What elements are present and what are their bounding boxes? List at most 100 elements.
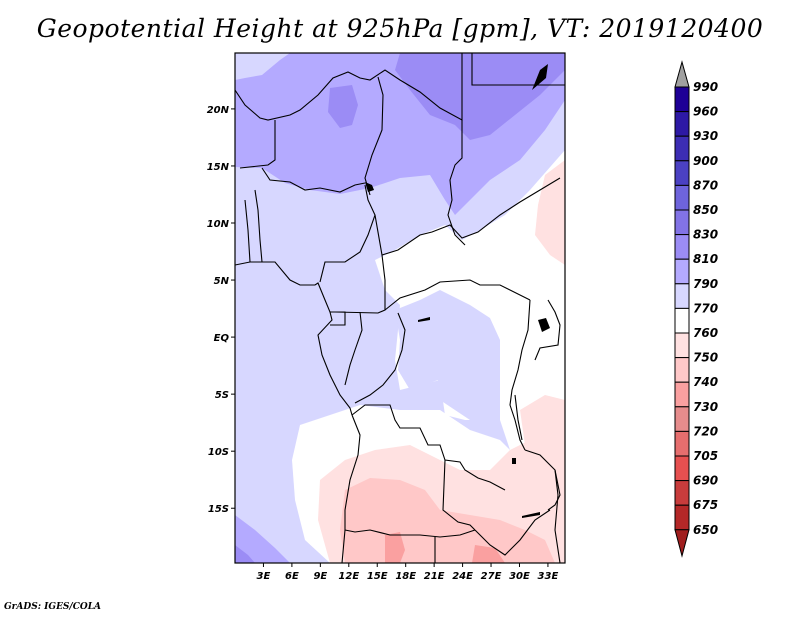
- map-fill-contours: [235, 53, 565, 563]
- x-tick-label: 12E: [338, 571, 359, 582]
- colorbar-box: [674, 332, 690, 359]
- contour-730-namibia: [385, 532, 405, 563]
- y-tick-label: EQ: [214, 333, 230, 344]
- chart-title: Geopotential Height at 925hPa [gpm], VT:…: [36, 14, 764, 43]
- nasser-lake: [532, 64, 548, 90]
- colorbar-label: 750: [693, 351, 718, 365]
- lake-mweru: [512, 458, 516, 464]
- colorbar-box: [674, 455, 690, 482]
- colorbar-label: 730: [693, 400, 718, 414]
- grads-credit: GrADS: IGES/COLA: [4, 602, 102, 612]
- lake-mai-ndombe: [418, 317, 430, 322]
- colorbar-label: 900: [693, 154, 718, 168]
- colorbar-box: [674, 283, 690, 309]
- colorbar-label: 720: [693, 424, 718, 438]
- colorbar-label: 675: [693, 498, 718, 512]
- colorbar-label: 870: [693, 178, 718, 192]
- border-niger-nigeria: [261, 167, 366, 193]
- colorbar-box: [674, 184, 690, 211]
- x-tick-label: 24E: [452, 571, 473, 582]
- colorbar-label: 740: [693, 375, 718, 389]
- colorbar-box: [674, 480, 690, 506]
- x-tick-label: 3E: [257, 571, 271, 582]
- x-tick-label: 6E: [285, 571, 299, 582]
- country-borders: [235, 53, 565, 563]
- y-tick-label: 10S: [208, 447, 229, 458]
- colorbar-label: 760: [693, 326, 718, 340]
- contour-810-southwest: [235, 515, 290, 563]
- y-tick-label: 10N: [207, 219, 230, 230]
- colorbar-box: [674, 111, 690, 137]
- y-tick-label: 5N: [214, 276, 230, 287]
- border-congo-drc: [354, 312, 406, 404]
- colorbar-label: 790: [693, 277, 718, 291]
- border-angola-drc: [351, 404, 506, 491]
- colorbar-box: [674, 234, 690, 260]
- colorbar-box: [674, 381, 690, 408]
- contour-750-east: [535, 160, 565, 265]
- border-lake-tanganyika: [514, 394, 523, 441]
- colorbar-box: [674, 209, 690, 236]
- colorbar-label: 850: [693, 203, 718, 217]
- border-drc-east: [509, 299, 531, 451]
- border-togo: [244, 199, 251, 263]
- border-niger-chad: [364, 76, 384, 196]
- x-tick-label: 30E: [509, 571, 530, 582]
- y-tick-label: 20N: [207, 105, 230, 116]
- border-uganda-kenya: [534, 299, 561, 361]
- contour-830-north: [395, 53, 565, 140]
- colorbar-box: [674, 307, 690, 334]
- colorbar-label: 810: [693, 252, 718, 266]
- colorbar-box: [674, 258, 690, 285]
- contour-810-northwest: [235, 53, 290, 80]
- y-tick-label: 15S: [208, 504, 229, 515]
- coast-angola: [341, 414, 361, 563]
- colorbar-label: 690: [693, 474, 718, 488]
- colorbar-box: [674, 504, 690, 531]
- contour-750-lakes: [520, 395, 565, 470]
- y-tick-label: 15N: [207, 162, 230, 173]
- border-tanzania: [524, 449, 561, 511]
- x-tick-label: 9E: [313, 571, 327, 582]
- colorbar-extend-top: [674, 60, 690, 88]
- x-tick-label: 15E: [367, 571, 388, 582]
- y-axis: 20N 15N 10N 5N EQ 5S 10S 15S: [207, 105, 235, 515]
- colorbar-label: 705: [693, 449, 718, 463]
- border-gabon: [330, 311, 346, 326]
- border-congo-gabon: [344, 311, 363, 386]
- coast-west-africa: [235, 261, 353, 416]
- colorbar-box: [674, 430, 690, 457]
- colorbar-label: 990: [693, 80, 718, 94]
- lake-victoria: [538, 318, 550, 332]
- border-nigeria-benin: [254, 189, 263, 263]
- colorbar-label: 960: [693, 105, 718, 119]
- contour-730-zambezi: [472, 545, 505, 563]
- colorbar-box: [674, 406, 690, 432]
- lake-chad: [365, 182, 374, 192]
- contour-790-congo: [395, 290, 500, 420]
- x-tick-label: 27E: [481, 571, 502, 582]
- colorbar-label: 930: [693, 129, 718, 143]
- colorbar-box: [674, 86, 690, 113]
- border-cameroon-car: [334, 214, 386, 314]
- map-frame: [234, 52, 566, 564]
- border-car-sudan: [381, 177, 561, 256]
- border-mali-niger: [239, 120, 276, 169]
- colorbar-label: 650: [693, 523, 718, 537]
- border-mozambique: [554, 469, 561, 563]
- colorbar-extend-bottom: [674, 529, 690, 558]
- contour-830-southwest: [235, 545, 255, 563]
- border-chad-sudan: [447, 120, 466, 246]
- border-angola-namibia: [344, 529, 476, 538]
- x-tick-label: 33E: [538, 571, 559, 582]
- colorbar: 990 960 930 900 870 850 830 810 790 770 760 750 740 7…: [674, 60, 718, 558]
- border-angola-zambia: [442, 459, 476, 531]
- x-axis: 3E 6E 9E 12E 15E 18E 21E 24E 27E 30E 33E: [257, 563, 559, 582]
- colorbar-box: [674, 160, 690, 186]
- x-tick-label: 21E: [424, 571, 445, 582]
- colorbar-label: 830: [693, 228, 718, 242]
- border-zambia-zimbabwe: [474, 509, 551, 556]
- lakes: [365, 64, 550, 518]
- lake-kariba: [522, 512, 540, 518]
